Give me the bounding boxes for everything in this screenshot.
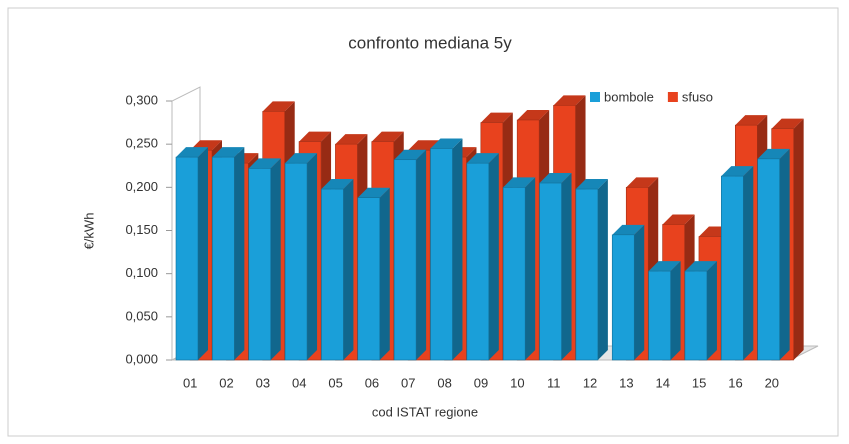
x-tick-label: 10: [510, 375, 524, 390]
bar-side: [452, 138, 463, 360]
bar-top: [575, 179, 608, 190]
bar: [321, 188, 344, 361]
x-tick-label: 13: [619, 375, 633, 390]
bar-top: [262, 101, 295, 112]
bar-top: [684, 261, 717, 272]
legend-swatch: [667, 92, 678, 102]
bar-side: [706, 261, 717, 360]
bar-top: [321, 179, 354, 190]
bar-side: [416, 149, 427, 360]
bar-side: [270, 158, 281, 360]
bar-top: [648, 261, 681, 272]
bar: [430, 148, 453, 361]
legend-swatch: [590, 92, 600, 102]
x-axis-label: cod ISTAT regione: [372, 404, 478, 419]
bar-side: [561, 173, 572, 360]
y-axis-label: €/kWh: [81, 213, 96, 250]
bar: [720, 175, 744, 361]
bar-top: [771, 118, 804, 129]
y-tick-label: 0,150: [125, 222, 158, 237]
bar-side: [525, 177, 536, 360]
bar-side: [670, 261, 681, 360]
bar-side: [234, 147, 245, 360]
x-tick-label: 03: [256, 375, 270, 390]
bar-top: [757, 148, 790, 159]
bar-top: [539, 173, 572, 184]
bar-top: [285, 153, 318, 164]
bar-top: [612, 224, 645, 235]
x-tick-label: 02: [219, 375, 233, 390]
x-tick-label: 07: [401, 375, 415, 390]
y-tick-label: 0,000: [125, 351, 158, 366]
y-tick-label: 0,200: [125, 179, 158, 194]
x-tick-label: 01: [183, 375, 197, 390]
bar-side: [379, 187, 390, 360]
x-tick-label: 15: [692, 375, 706, 390]
legend-label: bombole: [604, 89, 654, 104]
x-tick-label: 05: [328, 375, 342, 390]
bar-top: [430, 138, 463, 149]
bar-side: [343, 179, 354, 360]
x-tick-label: 06: [365, 375, 379, 390]
bar: [757, 158, 780, 361]
bar: [684, 270, 708, 361]
y-tick-label: 0,100: [125, 265, 158, 280]
bar-top: [212, 147, 245, 158]
bar-side: [307, 153, 318, 360]
x-tick-label: 14: [656, 375, 670, 390]
y-tick-label: 0,250: [125, 136, 158, 151]
bar-side: [634, 224, 645, 360]
bar: [248, 168, 272, 361]
bar-top: [721, 166, 754, 177]
bar: [539, 182, 562, 361]
x-tick-label: 16: [728, 375, 742, 390]
bar-top: [176, 147, 208, 158]
bar: [212, 156, 235, 361]
bar-top: [299, 131, 332, 142]
y-tick-label: 0,300: [125, 92, 158, 107]
x-tick-label: 12: [583, 375, 597, 390]
bar-top: [248, 158, 281, 169]
bar-top: [662, 214, 695, 225]
bar: [575, 188, 599, 361]
bar-side: [779, 148, 790, 360]
legend-label: sfuso: [682, 89, 713, 104]
bar-top: [335, 134, 368, 145]
chart-title: confronto mediana 5y: [348, 33, 512, 52]
bar-top: [553, 95, 586, 106]
x-tick-label: 04: [292, 375, 306, 390]
bar-top: [626, 177, 659, 188]
bar-side: [793, 118, 804, 360]
x-tick-label: 08: [437, 375, 451, 390]
bar: [357, 197, 381, 361]
x-tick-label: 20: [765, 375, 779, 390]
bar: [175, 156, 199, 361]
bar-top: [394, 149, 427, 160]
bar: [466, 162, 490, 361]
bar-side: [198, 147, 208, 360]
bar: [648, 270, 671, 361]
bar-top: [480, 112, 513, 123]
bar-top: [517, 109, 550, 120]
x-tick-label: 11: [547, 375, 561, 390]
bar-top: [503, 177, 536, 188]
bar-top: [357, 187, 390, 198]
bar: [284, 162, 308, 361]
x-tick-label: 09: [474, 375, 488, 390]
bar-side: [597, 179, 608, 360]
bar: [502, 187, 526, 361]
bar: [611, 234, 635, 361]
bar-side: [488, 153, 499, 360]
bar-side: [743, 166, 754, 360]
y-tick-label: 0,050: [125, 308, 158, 323]
bar-top: [735, 115, 768, 126]
bar-top: [371, 131, 404, 142]
bar: [393, 159, 417, 361]
bar-top: [466, 153, 499, 164]
